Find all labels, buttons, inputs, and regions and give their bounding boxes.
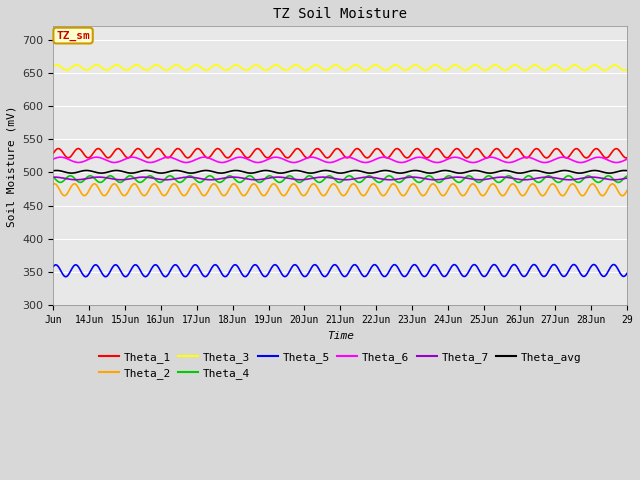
Theta_3 [623,67,631,72]
Theta_4 [126,173,134,179]
Theta_2 [472,184,480,190]
Theta_2 [399,193,407,199]
Theta_1 [623,155,631,161]
Theta_3 [472,62,480,68]
Theta_1 [372,146,380,152]
Theta_3 [399,67,407,72]
Theta_avg [292,168,300,173]
Theta_6 [472,159,480,165]
Theta_avg [605,170,613,176]
Theta_1 [572,146,579,152]
Line: Theta_2: Theta_2 [53,184,627,196]
Line: Theta_4: Theta_4 [53,176,627,182]
Theta_avg [53,168,61,173]
Theta_2 [49,181,57,187]
Theta_5 [82,274,90,280]
Theta_1 [472,146,480,152]
Theta_2 [618,193,626,199]
Theta_6 [623,156,631,162]
Theta_4 [623,173,631,179]
Theta_3 [49,63,57,69]
Line: Theta_3: Theta_3 [53,65,627,70]
Theta_4 [399,177,407,183]
Y-axis label: Soil Moisture (mV): Soil Moisture (mV) [7,105,17,227]
Theta_5 [590,262,598,267]
Line: Theta_7: Theta_7 [53,177,627,180]
Title: TZ Soil Moisture: TZ Soil Moisture [273,7,407,21]
Theta_7 [472,177,480,182]
Theta_4 [595,180,602,185]
Theta_6 [612,160,620,166]
Theta_5 [292,263,300,268]
Theta_2 [292,183,300,189]
Theta_7 [610,177,618,183]
Theta_2 [623,187,631,193]
Text: TZ_sm: TZ_sm [56,30,90,41]
Theta_4 [229,175,237,180]
Theta_6 [572,159,579,165]
Theta_6 [57,154,65,160]
Theta_avg [49,168,57,174]
Legend: Theta_1, Theta_2, Theta_3, Theta_4, Theta_5, Theta_6, Theta_7, Theta_avg: Theta_1, Theta_2, Theta_3, Theta_4, Thet… [95,347,586,384]
Theta_5 [372,262,380,268]
Theta_5 [49,264,57,269]
Theta_7 [372,175,380,181]
Theta_avg [229,168,237,174]
Theta_2 [372,182,380,188]
Theta_3 [292,62,300,68]
Theta_7 [95,174,102,180]
Theta_3 [372,62,380,68]
Theta_7 [399,175,407,181]
Theta_1 [229,150,237,156]
Theta_5 [229,263,237,269]
Theta_4 [472,179,480,184]
Line: Theta_6: Theta_6 [53,157,627,163]
X-axis label: Time: Time [327,331,354,341]
Theta_4 [49,174,57,180]
Theta_avg [472,168,480,173]
Theta_1 [582,155,590,161]
Theta_3 [572,62,579,68]
Theta_2 [229,181,237,187]
Theta_7 [623,175,631,181]
Theta_7 [49,174,57,180]
Theta_5 [399,273,407,279]
Theta_4 [292,178,300,184]
Theta_2 [51,181,58,187]
Theta_5 [472,263,480,269]
Theta_7 [229,174,237,180]
Theta_1 [54,145,62,151]
Theta_3 [621,67,628,73]
Line: Theta_avg: Theta_avg [53,170,627,173]
Line: Theta_1: Theta_1 [53,148,627,158]
Theta_6 [292,159,300,165]
Theta_avg [623,168,631,174]
Theta_6 [229,156,237,162]
Theta_2 [572,183,579,189]
Theta_1 [292,146,300,152]
Theta_avg [572,170,579,176]
Theta_6 [399,159,407,165]
Theta_7 [292,177,300,182]
Theta_3 [53,62,61,68]
Theta_7 [572,177,579,182]
Theta_6 [49,156,57,162]
Theta_6 [372,156,380,162]
Theta_1 [49,150,57,156]
Theta_5 [572,263,579,268]
Line: Theta_5: Theta_5 [53,264,627,277]
Theta_3 [229,63,237,69]
Theta_4 [572,179,579,184]
Theta_5 [623,270,631,276]
Theta_4 [372,178,380,183]
Theta_avg [399,170,407,176]
Theta_1 [399,152,407,158]
Theta_avg [372,169,380,175]
